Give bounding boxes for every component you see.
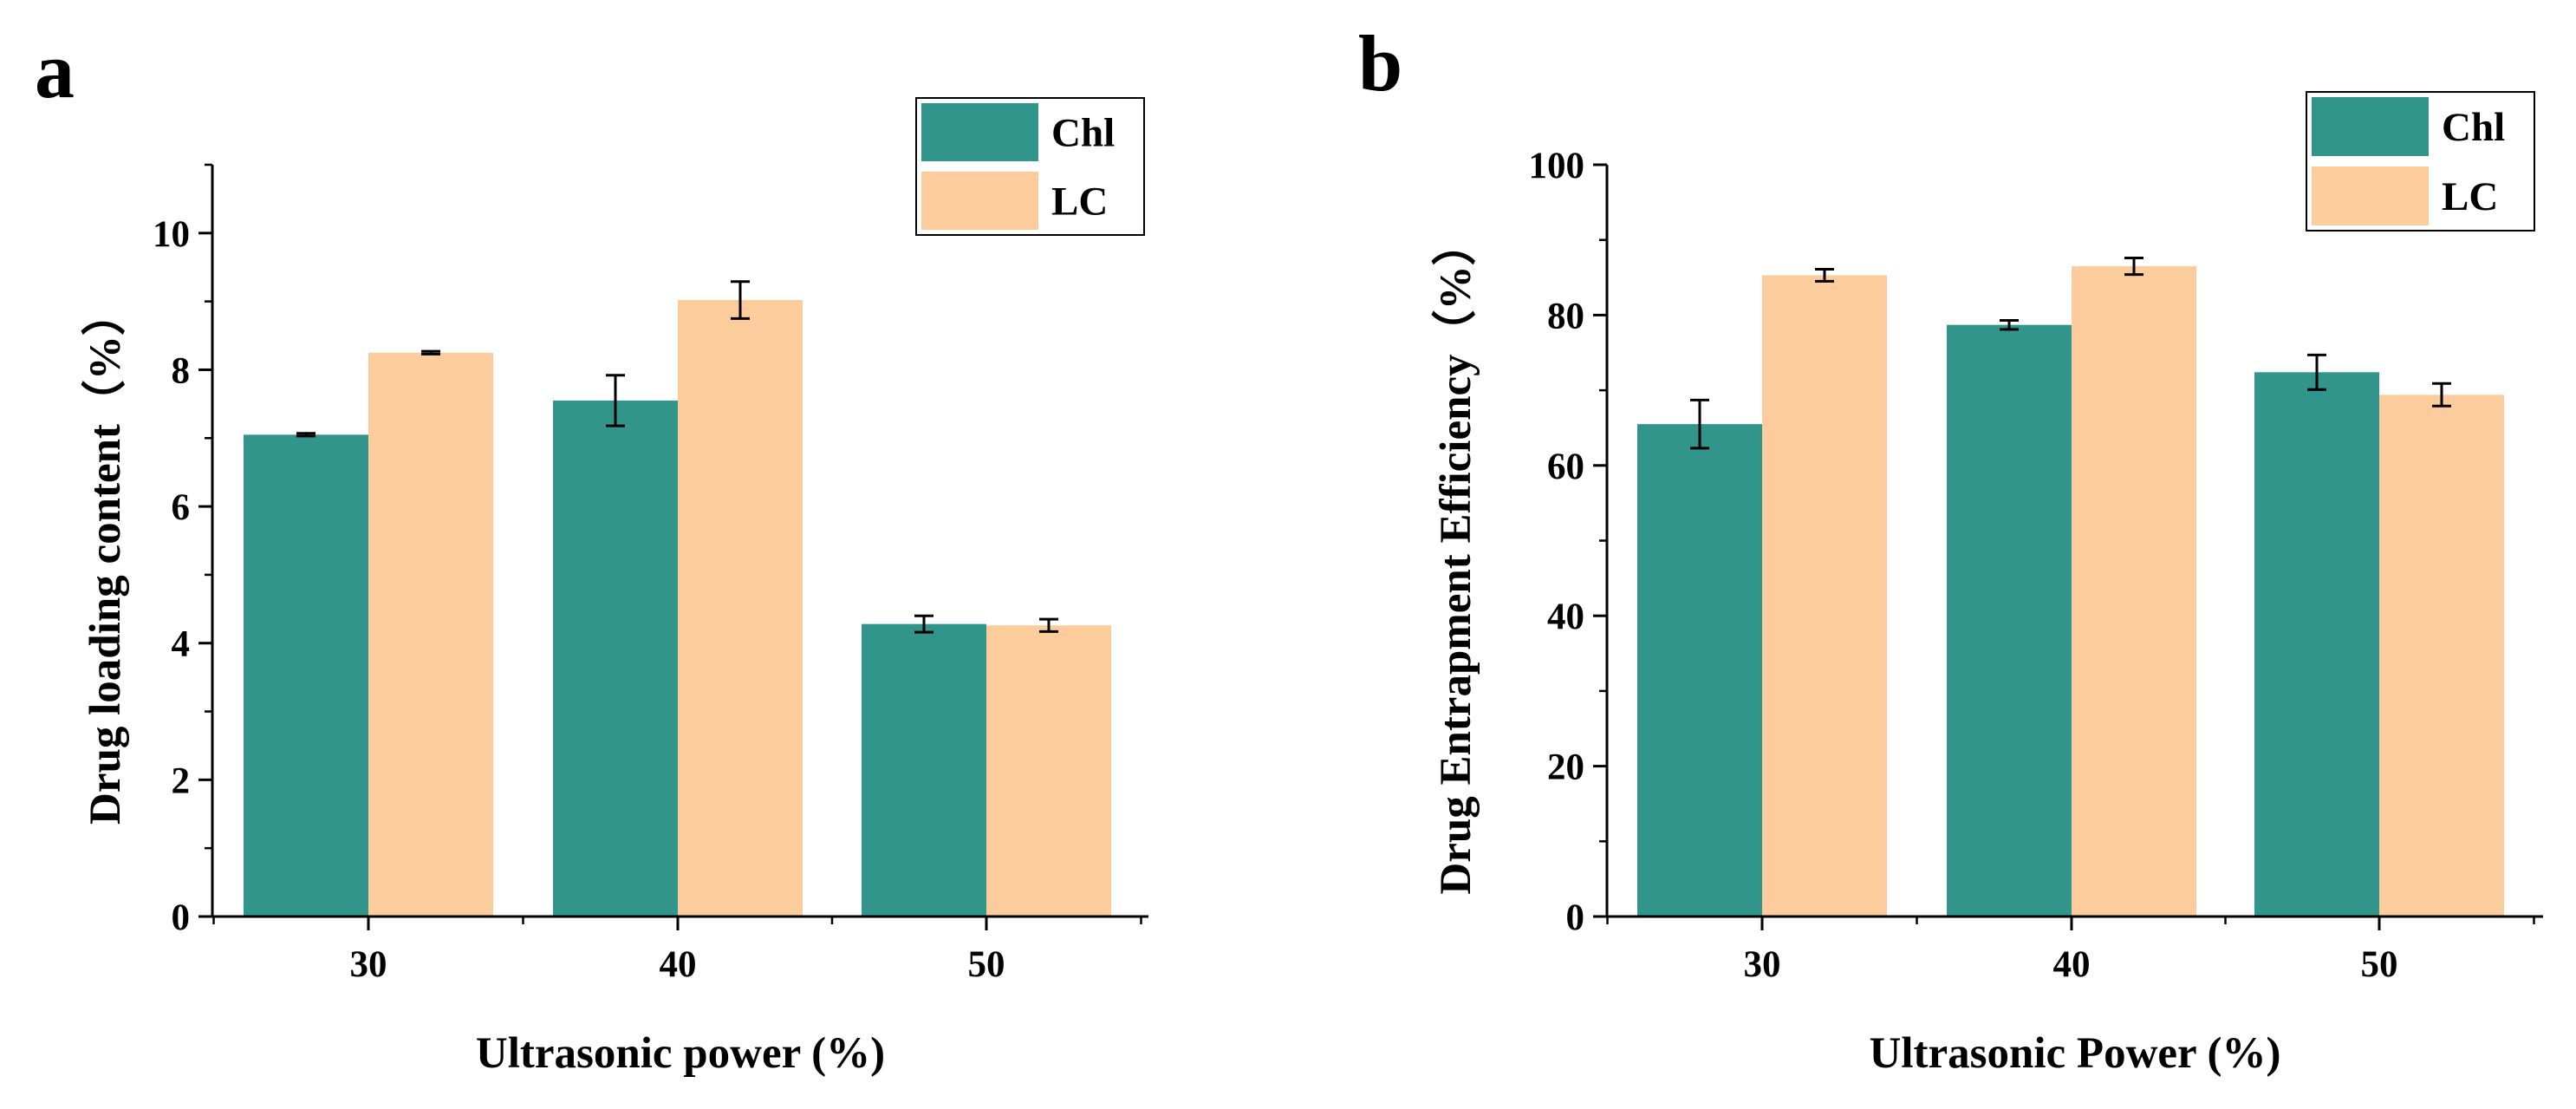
bar-chl-30 <box>244 434 368 917</box>
error-bar-chl-30 <box>1690 398 1709 450</box>
error-bar-chl-50 <box>2307 353 2326 391</box>
y-tick-label: 20 <box>1547 747 1584 788</box>
error-bar-lc-50 <box>1039 617 1058 633</box>
panel-letter: b <box>1358 19 1402 108</box>
y-tick-label: 2 <box>172 760 191 801</box>
x-tick-label: 40 <box>660 944 697 985</box>
panel-letter: a <box>35 26 75 114</box>
error-bar-lc-30 <box>421 349 440 356</box>
x-tick-label: 30 <box>1744 944 1781 985</box>
legend-label-lc: LC <box>2442 174 2498 219</box>
bar-chl-30 <box>1637 424 1762 917</box>
x-axis-title: Ultrasonic Power (%) <box>1870 1029 2281 1078</box>
legend-swatch-lc <box>921 172 1038 230</box>
chart-panel-a: a 0 2 4 6 8 10 30 40 50 Ultrasonic power (%) Drug l… <box>35 26 1148 1078</box>
x-axis-title: Ultrasonic power (%) <box>476 1029 885 1078</box>
y-tick-label: 60 <box>1547 447 1584 487</box>
bar-lc-40 <box>678 300 803 917</box>
bar-lc-50 <box>986 625 1111 917</box>
error-bar-lc-50 <box>2432 382 2451 408</box>
error-bar-chl-30 <box>296 432 315 438</box>
y-tick-label: 8 <box>172 350 191 391</box>
legend-swatch-chl <box>921 103 1038 161</box>
y-tick-label: 100 <box>1529 146 1585 186</box>
legend-label-chl: Chl <box>2442 105 2505 150</box>
bar-chl-50 <box>2254 372 2379 917</box>
y-tick-label: 4 <box>172 624 191 665</box>
error-bar-lc-40 <box>731 280 750 320</box>
y-tick-label: 40 <box>1547 597 1584 637</box>
y-tick-label: 80 <box>1547 296 1584 336</box>
error-bar-lc-40 <box>2124 257 2143 277</box>
error-bar-chl-50 <box>914 614 933 634</box>
error-bar-chl-40 <box>606 374 625 427</box>
x-tick-label: 50 <box>2361 944 2398 985</box>
legend: Chl LC <box>2306 91 2535 232</box>
y-tick-label: 0 <box>1566 897 1585 938</box>
x-tick-label: 50 <box>968 944 1005 985</box>
chart-panel-b: b 0 20 40 60 80 100 30 40 50 Ultrasonic Power (%) D… <box>1358 19 2543 1078</box>
error-bar-lc-30 <box>1815 268 1834 283</box>
y-axis-title: Drug Entrapment Efficiency（%） <box>1431 221 1480 894</box>
x-tick-label: 40 <box>2053 944 2091 985</box>
x-tick-label: 30 <box>350 944 387 985</box>
bar-lc-50 <box>2379 395 2504 917</box>
bar-lc-40 <box>2072 266 2196 917</box>
legend-swatch-chl <box>2312 97 2429 156</box>
y-tick-label: 10 <box>153 214 190 255</box>
bar-chl-40 <box>1947 324 2072 917</box>
legend-label-chl: Chl <box>1051 111 1115 156</box>
error-bar-chl-40 <box>2000 318 2019 331</box>
bar-lc-30 <box>1762 275 1887 917</box>
y-tick-label: 0 <box>172 897 191 938</box>
bar-chl-50 <box>862 623 986 917</box>
y-tick-label: 6 <box>172 487 191 528</box>
bar-lc-30 <box>368 352 493 917</box>
legend: Chl LC <box>915 97 1145 236</box>
legend-swatch-lc <box>2312 166 2429 225</box>
y-axis-title: Drug loading content（%） <box>81 291 130 825</box>
bar-chl-40 <box>553 400 678 917</box>
legend-label-lc: LC <box>1051 179 1108 225</box>
